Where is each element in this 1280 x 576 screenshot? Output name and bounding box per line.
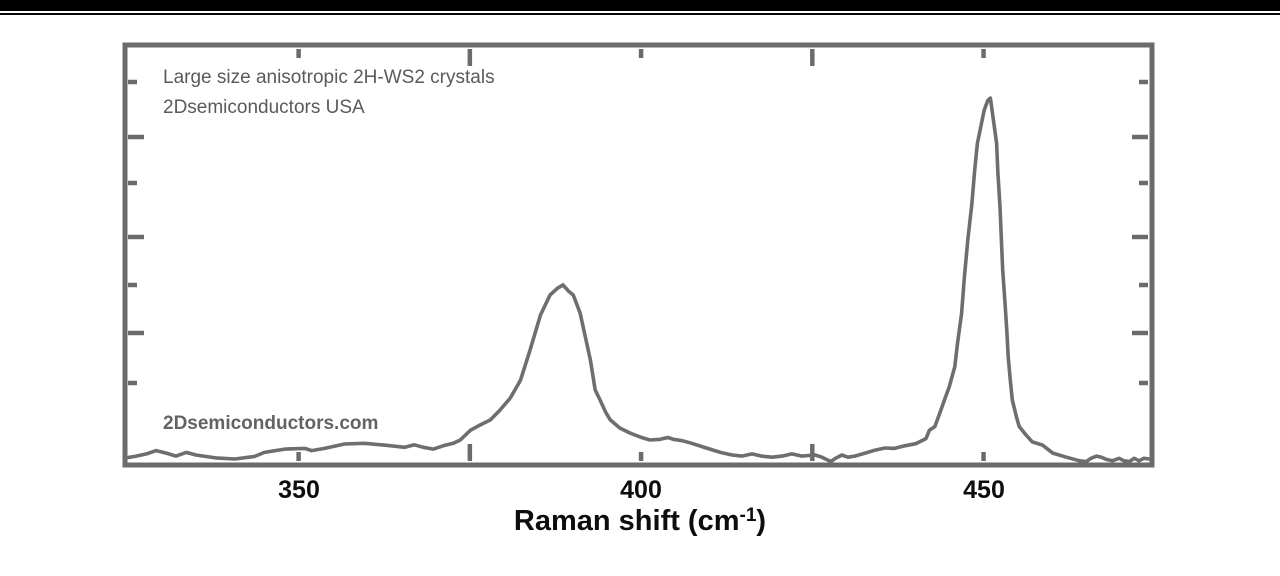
x-tick-label: 450 [963,476,1005,504]
watermark-text: 2Dsemiconductors.com [163,413,379,434]
plot-frame [122,42,1155,468]
x-axis-title-superscript: -1 [739,505,757,526]
annotation-line-2: 2Dsemiconductors USA [163,97,365,118]
plot-annotation: Large size anisotropic 2H-WS2 crystals 2… [163,63,495,123]
top-hairline [0,13,1280,15]
x-axis-title-end: ) [756,505,767,537]
top-black-bar [0,0,1280,11]
spectrum-line [124,96,1152,464]
x-tick-labels: 350 400 450 [0,476,1280,506]
x-tick-label: 350 [278,476,320,504]
x-tick-label: 400 [620,476,662,504]
annotation-line-1: Large size anisotropic 2H-WS2 crystals [163,67,495,88]
x-axis-title-main: Raman shift (cm [513,505,740,537]
x-axis-title: Raman shift (cm-1) [0,505,1280,538]
